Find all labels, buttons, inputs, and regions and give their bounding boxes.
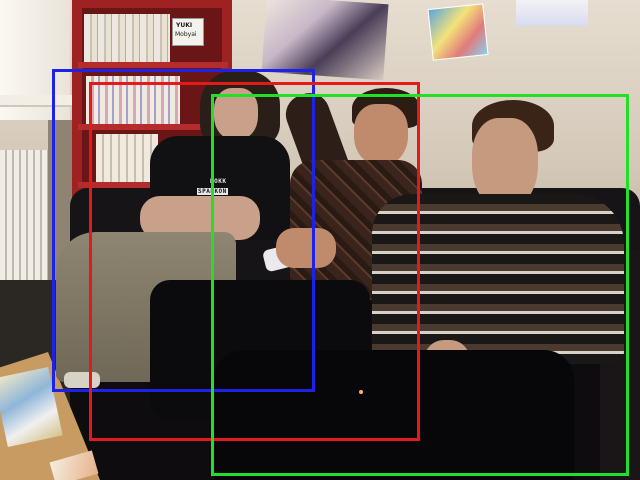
bounding-box-red bbox=[89, 82, 420, 441]
books bbox=[96, 134, 158, 182]
shelf-sign-line2: Mobyai bbox=[175, 31, 197, 38]
person2-face bbox=[354, 104, 408, 166]
shelf-sign-line1: YUKI bbox=[176, 22, 193, 29]
shelf-sign bbox=[172, 18, 204, 46]
small-light bbox=[359, 390, 363, 394]
poster-small bbox=[427, 3, 489, 61]
bounding-box-blue bbox=[52, 69, 315, 392]
shelf-board bbox=[78, 62, 228, 68]
bounding-box-green bbox=[211, 94, 629, 476]
shelf-board bbox=[78, 124, 228, 130]
person2-hands bbox=[276, 228, 336, 268]
person3-legs bbox=[214, 350, 574, 480]
books bbox=[84, 14, 170, 62]
person3-torso bbox=[372, 194, 624, 364]
tshirt-print-line1: BOKK bbox=[210, 178, 227, 185]
poster-corner bbox=[516, 0, 588, 26]
radiator bbox=[0, 150, 48, 280]
